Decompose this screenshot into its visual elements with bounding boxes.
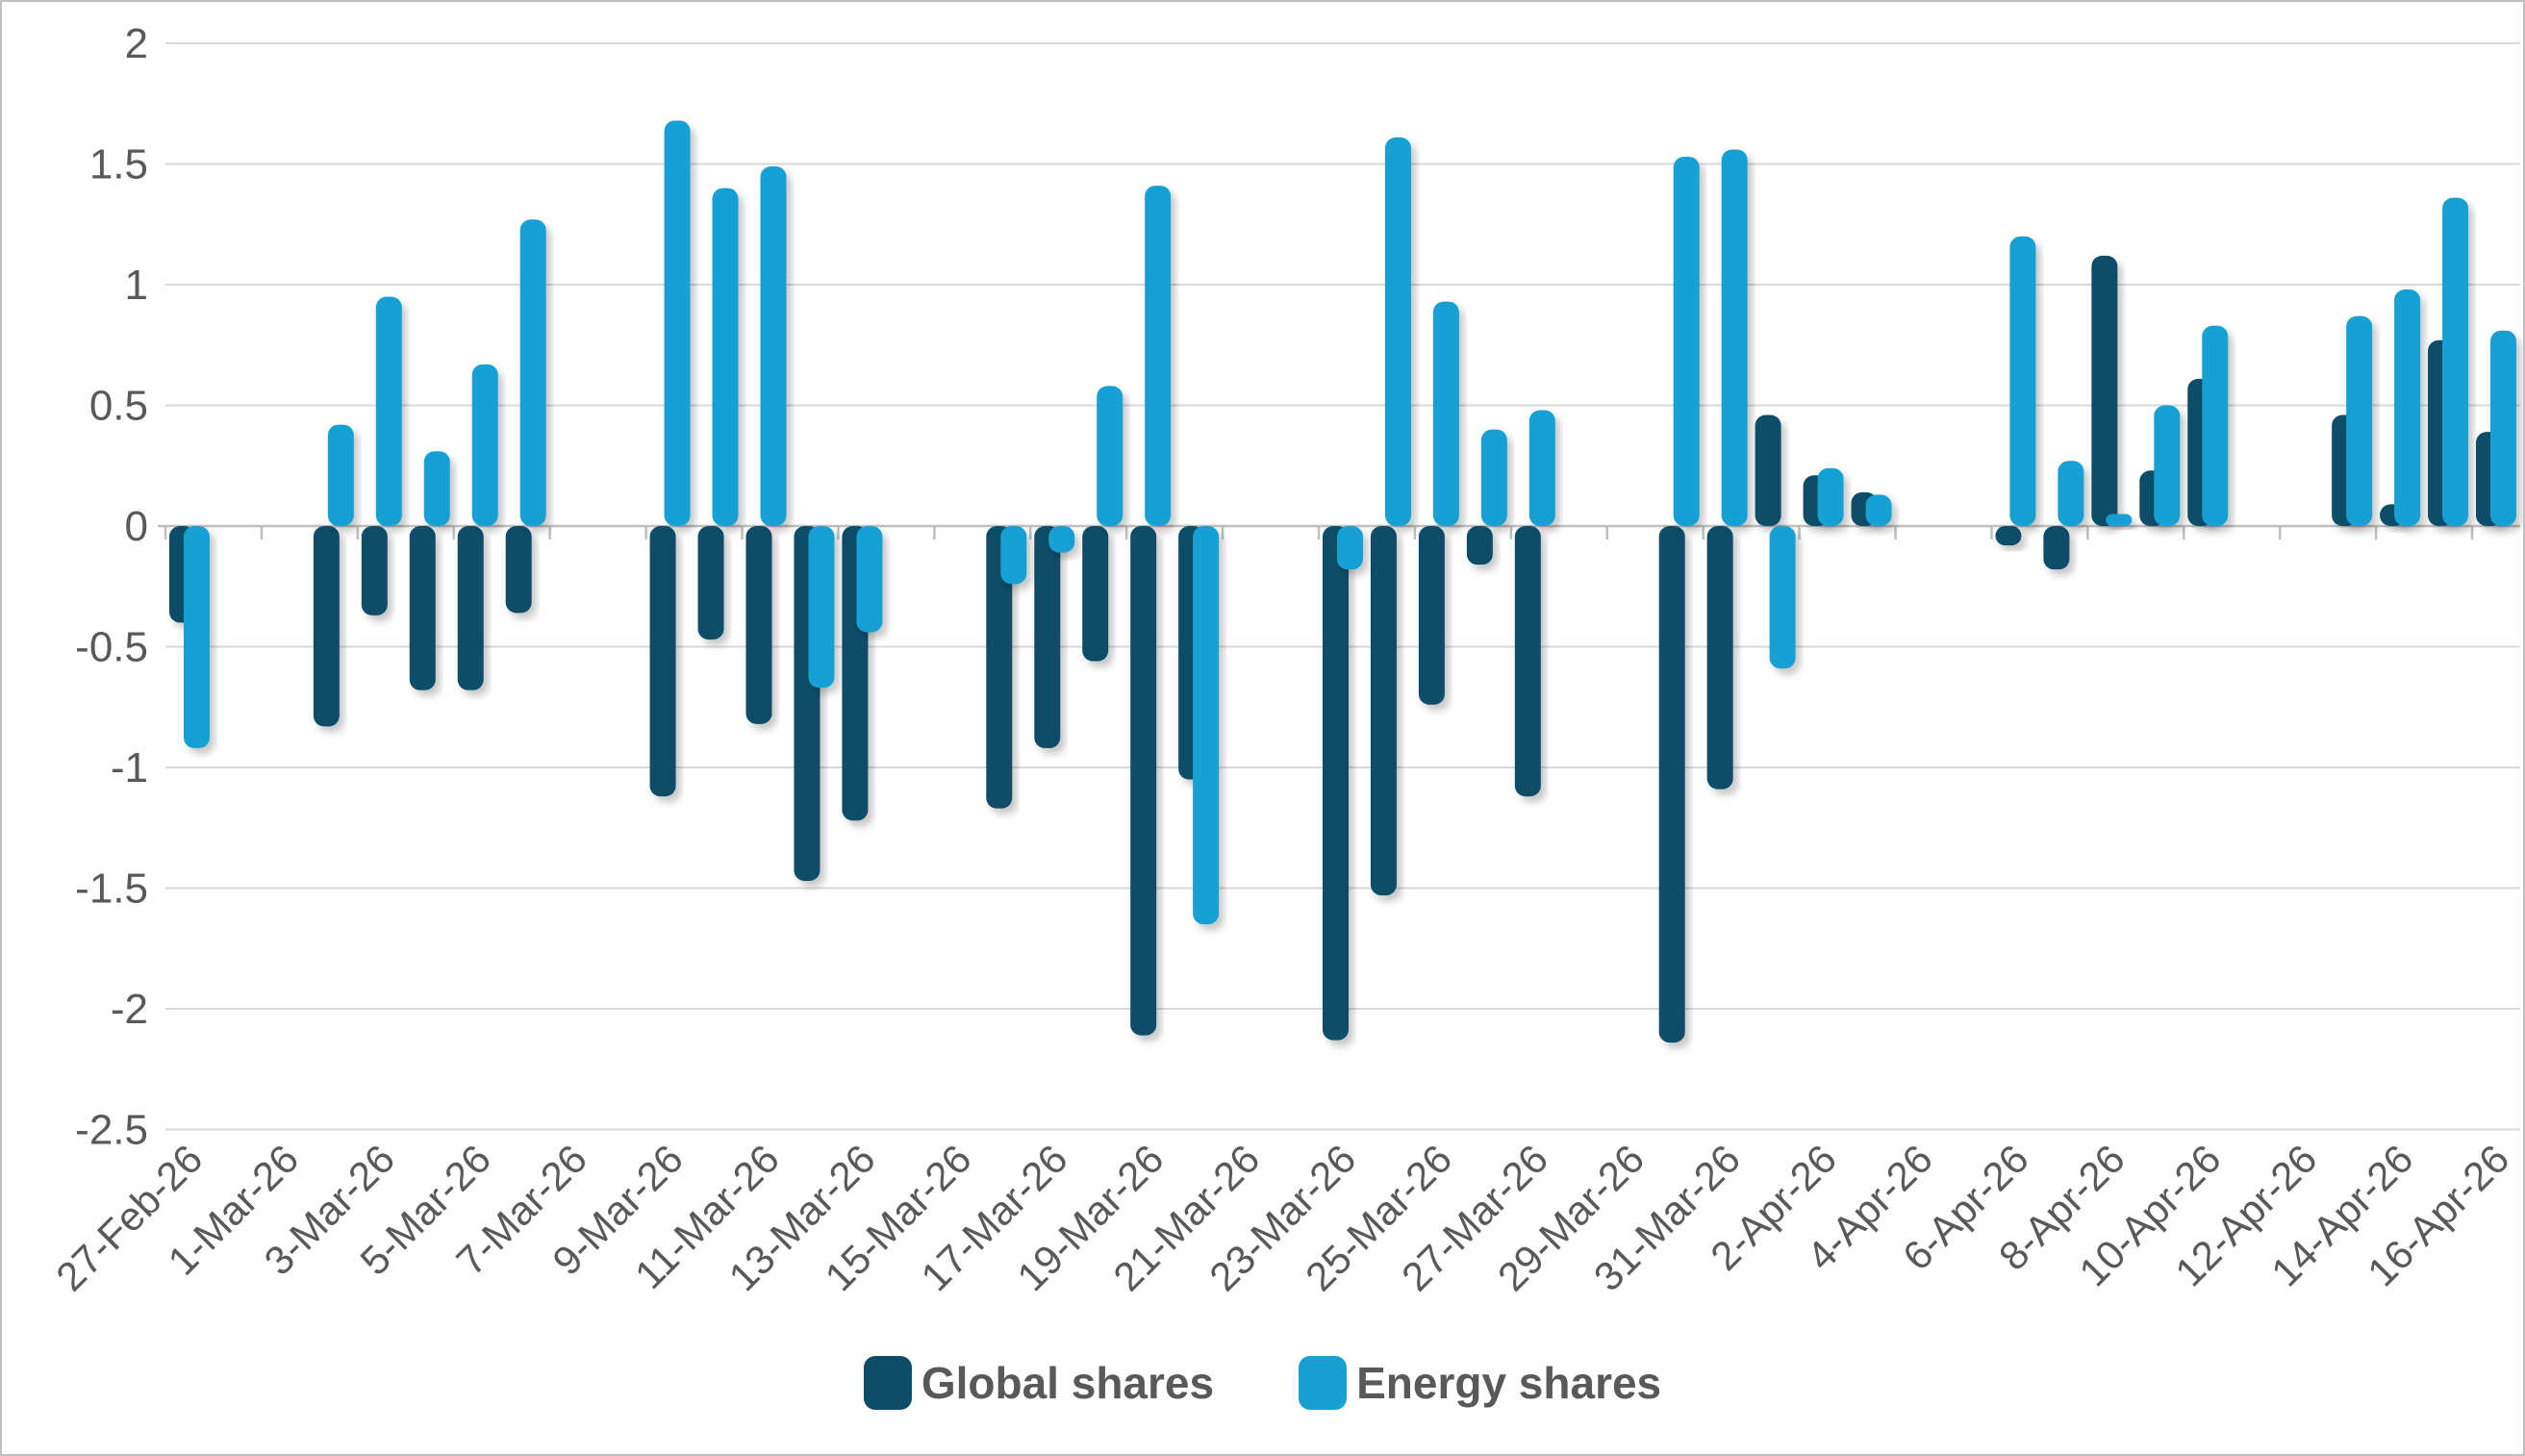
bar-global-shares[interactable] bbox=[1418, 526, 1445, 705]
bar-energy-shares[interactable] bbox=[1817, 467, 1844, 526]
y-tick-label: 1 bbox=[125, 262, 148, 309]
bar-energy-shares[interactable] bbox=[1193, 526, 1220, 925]
bar-energy-shares[interactable] bbox=[664, 120, 691, 526]
bar-energy-shares[interactable] bbox=[2058, 461, 2084, 526]
bar-energy-shares[interactable] bbox=[2490, 330, 2517, 526]
bar-energy-shares[interactable] bbox=[327, 424, 354, 526]
legend-swatch-global-shares bbox=[863, 1356, 912, 1410]
bar-energy-shares[interactable] bbox=[183, 526, 210, 748]
bar-global-shares[interactable] bbox=[1658, 526, 1685, 1043]
bar-global-shares[interactable] bbox=[649, 526, 676, 797]
bar-energy-shares[interactable] bbox=[2346, 315, 2373, 526]
y-tick-label: -0.5 bbox=[75, 624, 148, 671]
y-tick-label: -2.5 bbox=[75, 1107, 148, 1154]
bars-group bbox=[168, 120, 2517, 1043]
bar-global-shares[interactable] bbox=[1755, 414, 1781, 526]
bar-energy-shares[interactable] bbox=[1384, 137, 1411, 526]
y-tick-label: -1 bbox=[111, 744, 148, 791]
legend-label-energy-shares: Energy shares bbox=[1356, 1358, 1662, 1408]
y-tick-label: 0 bbox=[125, 503, 148, 550]
bar-energy-shares[interactable] bbox=[712, 188, 739, 526]
y-tick-label: 0.5 bbox=[89, 383, 148, 430]
bar-global-shares[interactable] bbox=[697, 526, 724, 640]
bar-energy-shares[interactable] bbox=[2154, 405, 2181, 527]
bar-global-shares[interactable] bbox=[1130, 526, 1157, 1036]
bar-global-shares[interactable] bbox=[1995, 526, 2022, 546]
bar-energy-shares[interactable] bbox=[1337, 526, 1363, 570]
bar-global-shares[interactable] bbox=[457, 526, 484, 690]
bar-energy-shares[interactable] bbox=[1673, 156, 1700, 526]
bar-energy-shares[interactable] bbox=[856, 526, 883, 633]
bar-energy-shares[interactable] bbox=[2202, 325, 2229, 526]
bar-energy-shares[interactable] bbox=[1865, 494, 1892, 526]
bar-energy-shares[interactable] bbox=[760, 166, 787, 526]
legend-item-global-shares[interactable]: Global shares bbox=[863, 1356, 1215, 1410]
bar-global-shares[interactable] bbox=[1323, 526, 1349, 1041]
bar-global-shares[interactable] bbox=[1466, 526, 1493, 565]
bar-global-shares[interactable] bbox=[313, 526, 340, 727]
x-axis-line bbox=[158, 524, 2520, 540]
bar-energy-shares[interactable] bbox=[1480, 429, 1507, 526]
x-axis-labels: 27-Feb-261-Mar-263-Mar-265-Mar-267-Mar-2… bbox=[47, 1136, 2517, 1299]
bar-energy-shares[interactable] bbox=[519, 219, 546, 527]
y-tick-label: -1.5 bbox=[75, 866, 148, 913]
bar-global-shares[interactable] bbox=[361, 526, 388, 615]
bar-global-shares[interactable] bbox=[986, 526, 1013, 809]
bar-energy-shares[interactable] bbox=[1721, 149, 1748, 526]
y-tick-label: -2 bbox=[111, 986, 148, 1033]
bar-energy-shares[interactable] bbox=[2009, 236, 2036, 527]
bar-global-shares[interactable] bbox=[1370, 526, 1397, 896]
bar-energy-shares[interactable] bbox=[1145, 186, 1172, 526]
bar-energy-shares[interactable] bbox=[1048, 526, 1075, 553]
bar-global-shares[interactable] bbox=[1514, 526, 1541, 797]
bar-energy-shares[interactable] bbox=[471, 364, 498, 526]
bar-energy-shares[interactable] bbox=[1000, 526, 1027, 585]
bar-global-shares[interactable] bbox=[1082, 526, 1109, 662]
bar-energy-shares[interactable] bbox=[1769, 526, 1796, 669]
bar-global-shares[interactable] bbox=[1034, 526, 1061, 748]
legend-label-global-shares: Global shares bbox=[921, 1358, 1215, 1408]
bar-energy-shares[interactable] bbox=[2394, 289, 2421, 526]
bar-energy-shares[interactable] bbox=[2442, 197, 2469, 526]
bar-energy-shares[interactable] bbox=[1432, 301, 1459, 526]
bar-global-shares[interactable] bbox=[2043, 526, 2070, 570]
y-tick-label: 1.5 bbox=[89, 141, 148, 188]
bar-global-shares[interactable] bbox=[505, 526, 532, 614]
bar-energy-shares[interactable] bbox=[1528, 410, 1555, 526]
bar-global-shares[interactable] bbox=[409, 526, 436, 690]
legend-swatch-energy-shares bbox=[1299, 1356, 1348, 1410]
legend-item-energy-shares[interactable]: Energy shares bbox=[1299, 1356, 1661, 1410]
bar-energy-shares[interactable] bbox=[423, 451, 450, 526]
bar-energy-shares[interactable] bbox=[375, 296, 402, 526]
bar-global-shares[interactable] bbox=[745, 526, 772, 724]
y-axis-labels: 2 1.5 1 0.5 0 -0.5 -1 -1.5 -2 -2.5 bbox=[75, 20, 148, 1154]
bar-global-shares[interactable] bbox=[1706, 526, 1733, 790]
bar-energy-shares[interactable] bbox=[1097, 386, 1124, 526]
y-tick-label: 2 bbox=[125, 20, 148, 67]
bar-energy-shares[interactable] bbox=[808, 526, 835, 689]
bar-global-shares[interactable] bbox=[2091, 255, 2118, 526]
legend: Global shares Energy shares bbox=[2, 1356, 2523, 1410]
bar-energy-shares[interactable] bbox=[2106, 514, 2133, 526]
